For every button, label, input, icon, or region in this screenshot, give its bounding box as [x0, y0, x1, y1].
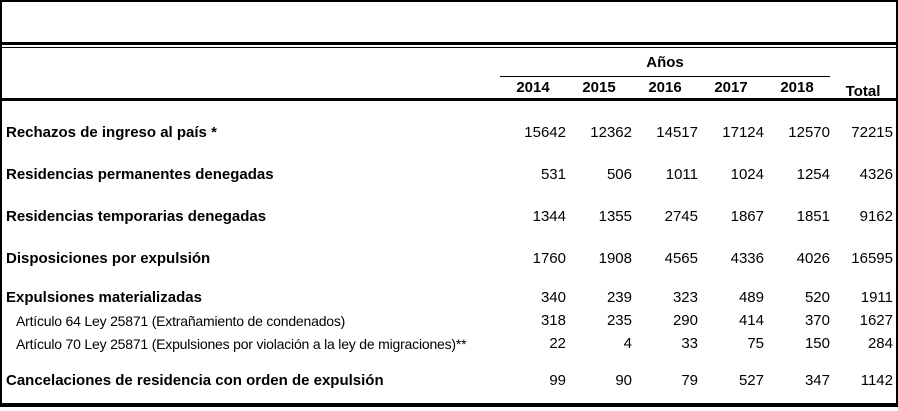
value-cell: 15642 — [524, 124, 566, 141]
value-cell: 1355 — [598, 208, 632, 225]
header-group-row: Años — [2, 48, 896, 77]
value-cell: 99 — [549, 372, 566, 389]
total-cell: 1142 — [860, 372, 893, 389]
value-cell: 527 — [738, 372, 764, 389]
row-label: Artículo 64 Ley 25871 (Extrañamiento de … — [16, 313, 346, 329]
value-cell: 489 — [738, 289, 764, 306]
col-header-2016: 2016 — [648, 79, 682, 96]
value-cell: 14517 — [656, 124, 698, 141]
value-cell: 4 — [623, 335, 632, 352]
row-label: Expulsiones materializadas — [6, 289, 202, 306]
total-cell: 9162 — [859, 208, 893, 225]
col-header-2018: 2018 — [780, 79, 814, 96]
value-cell: 347 — [804, 372, 830, 389]
header-columns-row: 2014 2015 2016 2017 2018 Total — [2, 77, 896, 100]
row-label: Artículo 70 Ley 25871 (Expulsiones por v… — [16, 336, 467, 352]
value-cell: 4565 — [664, 250, 698, 267]
value-cell: 239 — [606, 289, 632, 306]
value-cell: 520 — [804, 289, 830, 306]
table-row: Residencias permanentes denegadas 531 50… — [2, 143, 896, 185]
row-label: Rechazos de ingreso al país * — [6, 124, 217, 141]
value-cell: 1254 — [796, 166, 830, 183]
total-cell: 284 — [867, 335, 893, 352]
value-cell: 22 — [549, 335, 566, 352]
table-subrow: Artículo 70 Ley 25871 (Expulsiones por v… — [2, 331, 896, 354]
value-cell: 150 — [804, 335, 830, 352]
value-cell: 79 — [681, 372, 698, 389]
table-subrow: Artículo 64 Ley 25871 (Extrañamiento de … — [2, 308, 896, 331]
value-cell: 1851 — [796, 208, 830, 225]
header-label-spacer — [2, 77, 500, 98]
value-cell: 340 — [540, 289, 566, 306]
total-cell: 16595 — [851, 250, 893, 267]
total-cell: 1911 — [860, 289, 893, 306]
value-cell: 318 — [540, 312, 566, 329]
value-cell: 370 — [804, 312, 830, 329]
value-cell: 4336 — [730, 250, 764, 267]
value-cell: 12362 — [590, 124, 632, 141]
table-row: Expulsiones materializadas 340 239 323 4… — [2, 269, 896, 308]
table-row: Rechazos de ingreso al país * 15642 1236… — [2, 101, 896, 143]
table-row: Residencias temporarias denegadas 1344 1… — [2, 185, 896, 227]
value-cell: 2745 — [664, 208, 698, 225]
table-header: Años 2014 2015 2016 2017 2018 Total — [2, 47, 896, 101]
table-row: Cancelaciones de residencia con orden de… — [2, 354, 896, 391]
row-label: Residencias permanentes denegadas — [6, 166, 274, 183]
value-cell: 4026 — [796, 250, 830, 267]
value-cell: 90 — [615, 372, 632, 389]
value-cell: 17124 — [722, 124, 764, 141]
row-label: Disposiciones por expulsión — [6, 250, 211, 267]
table-row: Disposiciones por expulsión 1760 1908 45… — [2, 227, 896, 269]
value-cell: 1908 — [598, 250, 632, 267]
value-cell: 1344 — [532, 208, 566, 225]
col-header-total: Total — [845, 83, 881, 100]
total-cell: 72215 — [851, 124, 893, 141]
value-cell: 1011 — [665, 166, 698, 183]
value-cell: 1867 — [730, 208, 764, 225]
value-cell: 33 — [681, 335, 698, 352]
col-header-2017: 2017 — [714, 79, 748, 96]
col-header-2014: 2014 — [516, 79, 550, 96]
value-cell: 506 — [606, 166, 632, 183]
value-cell: 323 — [672, 289, 698, 306]
value-cell: 1760 — [532, 250, 566, 267]
value-cell: 1024 — [730, 166, 764, 183]
row-label: Residencias temporarias denegadas — [6, 208, 267, 225]
table-top-empty-band — [2, 2, 896, 45]
col-header-2015: 2015 — [582, 79, 616, 96]
value-cell: 414 — [738, 312, 764, 329]
total-cell: 1627 — [859, 312, 893, 329]
value-cell: 290 — [672, 312, 698, 329]
value-cell: 235 — [606, 312, 632, 329]
years-group-header: Años — [500, 52, 830, 77]
table-body: Rechazos de ingreso al país * 15642 1236… — [2, 101, 896, 391]
value-cell: 12570 — [788, 124, 830, 141]
value-cell: 531 — [540, 166, 566, 183]
total-cell: 4326 — [859, 166, 893, 183]
value-cell: 75 — [747, 335, 764, 352]
row-label: Cancelaciones de residencia con orden de… — [6, 372, 384, 389]
